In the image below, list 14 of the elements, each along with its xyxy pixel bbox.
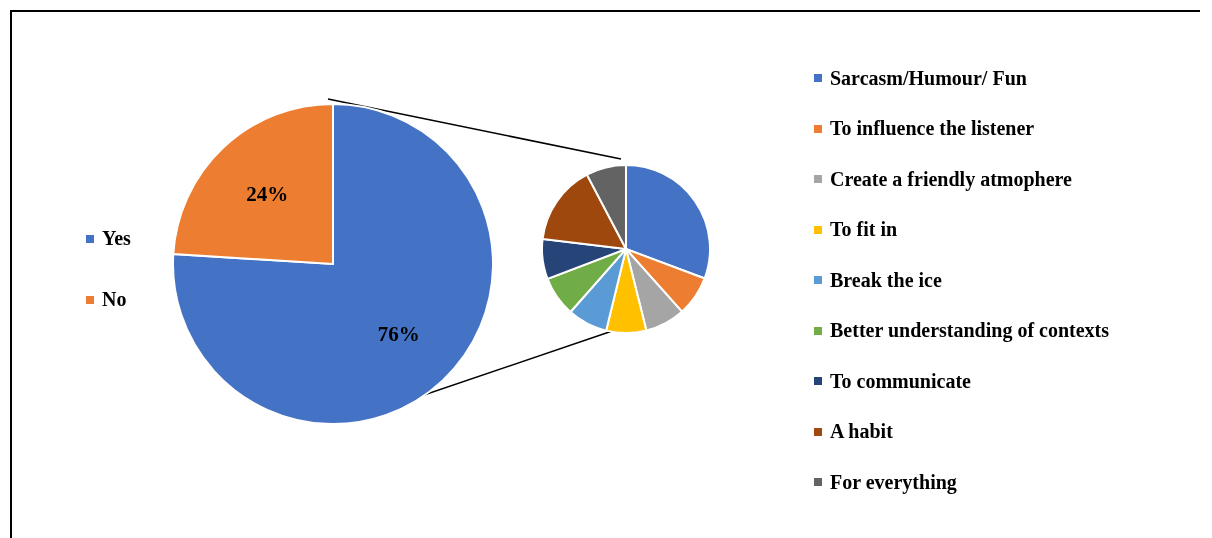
legend-label: Yes xyxy=(102,227,131,250)
legend-label: To communicate xyxy=(830,369,971,393)
legend-label: To fit in xyxy=(830,218,898,242)
legend-label: Create a friendly atmophere xyxy=(830,167,1072,191)
legend-label: No xyxy=(102,288,127,311)
legend-label: Sarcasm/Humour/ Fun xyxy=(830,66,1027,90)
pie-slice xyxy=(172,103,494,425)
data-label: 24% xyxy=(246,182,289,207)
legend-label: For everything xyxy=(830,470,957,494)
data-label: 76% xyxy=(377,321,420,346)
legend-label: Break the ice xyxy=(830,268,942,292)
legend-label: Better understanding of contexts xyxy=(830,319,1110,343)
legend-label: A habit xyxy=(830,420,893,444)
legend-label: To influence the listener xyxy=(830,117,1035,141)
